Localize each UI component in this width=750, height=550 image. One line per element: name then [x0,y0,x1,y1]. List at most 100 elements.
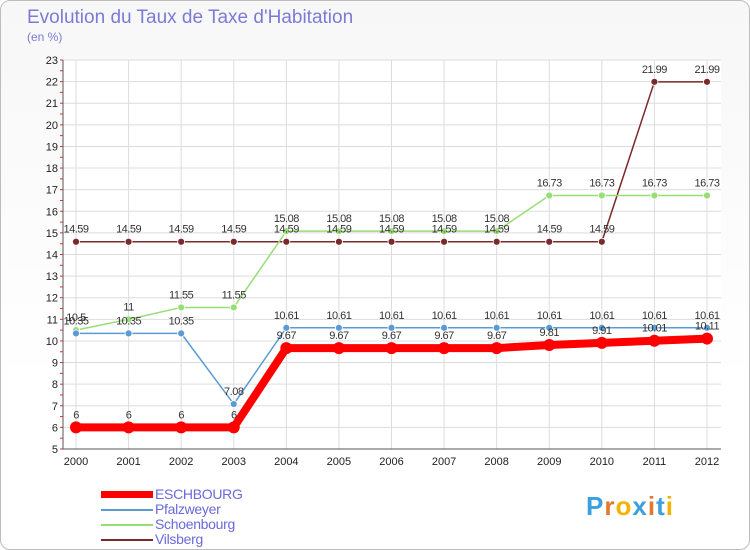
data-label: 10.35 [63,315,88,327]
data-label: 6 [126,409,132,421]
data-point [597,237,606,246]
data-label: 7.08 [224,386,244,398]
x-tick-label: 2004 [274,456,298,468]
legend-label-schoenbourg: Schoenbourg [155,516,235,532]
legend-swatch-eschbourg [101,491,153,498]
data-label: 14.59 [169,224,194,236]
data-label: 6 [73,409,79,421]
data-point [387,237,396,246]
chart-title: Evolution du Taux de Taxe d'Habitation [27,7,354,28]
data-point [490,342,503,355]
data-point [595,336,608,349]
data-label: 10.61 [537,310,562,322]
data-point [703,191,711,200]
data-point [282,227,291,236]
data-label: 10.61 [274,310,299,322]
data-label: 21.99 [642,64,667,76]
y-tick-label: 20 [46,120,58,132]
logo-letter: i [647,491,657,521]
y-tick-label: 18 [46,163,58,175]
y-tick-label: 11 [47,314,58,326]
data-label: 15.08 [274,213,299,225]
y-tick-label: 13 [46,271,58,283]
data-point [385,342,398,355]
data-label: 10.35 [169,315,194,327]
data-label: 21.99 [694,64,719,76]
data-point [387,323,396,332]
data-label: 10.61 [484,310,509,322]
chart-subtitle: (en %) [27,30,63,44]
data-label: 15.08 [379,213,404,225]
data-point [543,339,556,352]
logo-letter: i [665,491,674,521]
data-point [440,227,448,236]
data-point [175,421,188,434]
logo-letter: r [604,491,616,521]
y-tick-label: 5 [52,444,58,456]
x-tick-label: 2010 [590,456,614,468]
x-tick-label: 2008 [484,456,508,468]
proxiti-logo: Proxiti [586,491,674,522]
data-point [335,227,343,236]
chart-legend: ESCHBOURG Pfalzweyer Schoenbourg Vilsber… [101,487,243,547]
data-label: 14.59 [589,224,614,236]
data-point [282,323,291,332]
data-point [177,329,186,338]
data-label: 11.55 [169,289,194,301]
x-tick-label: 2003 [222,456,246,468]
data-label: 10.5 [66,312,86,324]
data-label: 9.91 [592,325,612,337]
y-tick-label: 9 [52,358,58,370]
y-tick-label: 22 [46,77,58,89]
data-label: 16.73 [694,178,719,190]
data-label: 10.01 [642,323,667,335]
x-tick-label: 2012 [695,456,719,468]
data-point [70,421,82,434]
data-point [387,227,396,236]
data-label: 9.67 [329,330,349,342]
data-point [229,400,238,408]
x-tick-label: 2006 [379,456,403,468]
data-label: 14.59 [484,224,509,236]
y-tick-label: 14 [46,250,58,262]
data-label: 9.67 [277,330,297,342]
data-label: 14.59 [537,224,562,236]
data-point [438,342,451,355]
x-tick-label: 2011 [643,456,667,468]
data-point [701,332,713,345]
data-label: 15.08 [432,213,457,225]
data-point [177,237,186,246]
data-point [335,323,343,332]
data-label: 11 [123,301,134,313]
data-label: 10.61 [326,310,351,322]
data-point [72,237,80,246]
y-tick-label: 10 [46,336,58,348]
data-label: 9.81 [540,327,560,339]
data-label: 16.73 [589,178,614,190]
data-label: 16.73 [642,178,667,190]
data-label: 14.59 [274,224,299,236]
x-tick-label: 2005 [327,456,351,468]
y-tick-label: 16 [46,206,58,218]
data-label: 10.61 [694,310,719,322]
data-label: 14.59 [221,224,246,236]
data-point [124,237,133,246]
data-label: 9.67 [487,330,507,342]
data-label: 14.59 [63,224,88,236]
data-point [703,77,711,86]
data-label: 15.08 [326,213,351,225]
data-point [545,191,554,200]
data-point [177,303,186,312]
data-label: 14.59 [379,224,404,236]
data-point [650,77,659,86]
data-label: 10.61 [432,310,457,322]
y-tick-label: 23 [46,55,58,67]
data-point [440,237,448,246]
data-point [282,237,291,246]
data-label: 10.61 [379,310,404,322]
y-tick-label: 7 [52,401,58,413]
data-point [229,237,238,246]
logo-letter: t [656,491,666,521]
